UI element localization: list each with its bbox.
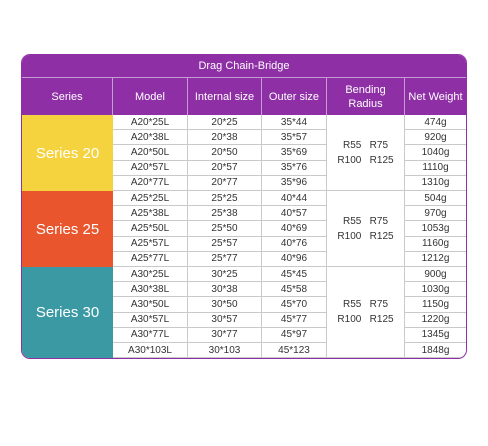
table-cell: 30*77	[188, 327, 262, 343]
table-cell: 35*57	[262, 130, 327, 146]
table-cell: 35*76	[262, 160, 327, 176]
table-cell: A20*25L	[113, 115, 188, 131]
table-cell: A20*77L	[113, 175, 188, 191]
bending-radius: R100 R125	[337, 230, 394, 242]
table-cell: 1053g	[405, 221, 466, 237]
table-cell: 30*25	[188, 267, 262, 283]
table-cell: A30*25L	[113, 267, 188, 283]
table-cell: 20*57	[188, 160, 262, 176]
table-cell: 20*50	[188, 145, 262, 161]
bending-radius-cell: R55 R75 R100 R125	[327, 191, 405, 267]
table-cell: A20*57L	[113, 160, 188, 176]
table-cell: A25*25L	[113, 191, 188, 207]
table-cell: 25*77	[188, 251, 262, 267]
table-cell: A20*50L	[113, 145, 188, 161]
table-cell: 504g	[405, 191, 466, 207]
table-cell: A25*38L	[113, 206, 188, 222]
table-cell: 30*57	[188, 312, 262, 328]
table-cell: 40*57	[262, 206, 327, 222]
table-cell: 25*57	[188, 236, 262, 252]
column-header: Net Weight	[405, 78, 466, 115]
table-cell: 474g	[405, 115, 466, 131]
series-cell: Series 30	[22, 267, 113, 358]
series-cell: Series 20	[22, 115, 113, 191]
table-cell: A30*57L	[113, 312, 188, 328]
table-cell: 40*44	[262, 191, 327, 207]
bending-radius-cell: R55 R75 R100 R125	[327, 115, 405, 191]
table-cell: A30*77L	[113, 327, 188, 343]
table-cell: 1030g	[405, 282, 466, 298]
bending-radius-cell: R55 R75 R100 R125	[327, 267, 405, 358]
table-cell: 45*97	[262, 327, 327, 343]
table-cell: 25*25	[188, 191, 262, 207]
table-cell: 1040g	[405, 145, 466, 161]
table-cell: 1848g	[405, 343, 466, 358]
column-header: Model	[113, 78, 188, 115]
table-cell: 1110g	[405, 161, 466, 176]
table-title: Drag Chain-Bridge	[22, 55, 466, 78]
table-cell: A25*57L	[113, 236, 188, 252]
table-cell: 920g	[405, 130, 466, 146]
table-cell: 40*96	[262, 251, 327, 267]
table-cell: 1150g	[405, 297, 466, 313]
table-cell: 20*38	[188, 130, 262, 146]
table-cell: 35*69	[262, 145, 327, 161]
table-cell: 1212g	[405, 252, 466, 267]
bending-radius: R100 R125	[337, 314, 394, 326]
series-cell: Series 25	[22, 191, 113, 267]
table-cell: 1345g	[405, 328, 466, 343]
table-card: Drag Chain-Bridge Series Model Internal si…	[22, 55, 466, 358]
table-cell: A30*38L	[113, 282, 188, 298]
table-cell: 45*58	[262, 282, 327, 298]
table-cell: 20*77	[188, 175, 262, 191]
bending-radius: R55 R75	[342, 215, 389, 227]
table-cell: 35*96	[262, 175, 327, 191]
table-cell: 35*44	[262, 115, 327, 131]
column-header: Series	[22, 78, 113, 115]
table-cell: 45*77	[262, 312, 327, 328]
column-header: Outer size	[262, 78, 327, 115]
table-cell: 30*38	[188, 282, 262, 298]
table-cell: 40*76	[262, 236, 327, 252]
table-cell: 900g	[405, 267, 466, 283]
table-cell: 30*50	[188, 297, 262, 313]
table-cell: 25*50	[188, 221, 262, 237]
table-cell: A20*38L	[113, 130, 188, 146]
table-cell: 30*103	[188, 343, 262, 358]
bending-radius: R100 R125	[337, 154, 394, 166]
table-cell: 1160g	[405, 237, 466, 252]
table-cell: 20*25	[188, 115, 262, 131]
column-header: Bending Radius	[327, 78, 405, 115]
table-cell: 45*70	[262, 297, 327, 313]
table-cell: 40*69	[262, 221, 327, 237]
table-cell: 1310g	[405, 176, 466, 191]
table-cell: 970g	[405, 206, 466, 222]
table-cell: 1220g	[405, 313, 466, 328]
table-cell: 45*45	[262, 267, 327, 283]
bending-radius: R55 R75	[342, 139, 389, 151]
table-cell: A30*103L	[113, 343, 188, 358]
bending-radius: R55 R75	[342, 299, 389, 311]
table-cell: A25*50L	[113, 221, 188, 237]
table-cell: A30*50L	[113, 297, 188, 313]
table-cell: 45*123	[262, 343, 327, 358]
column-header: Internal size	[188, 78, 262, 115]
table-cell: A25*77L	[113, 251, 188, 267]
table-cell: 25*38	[188, 206, 262, 222]
